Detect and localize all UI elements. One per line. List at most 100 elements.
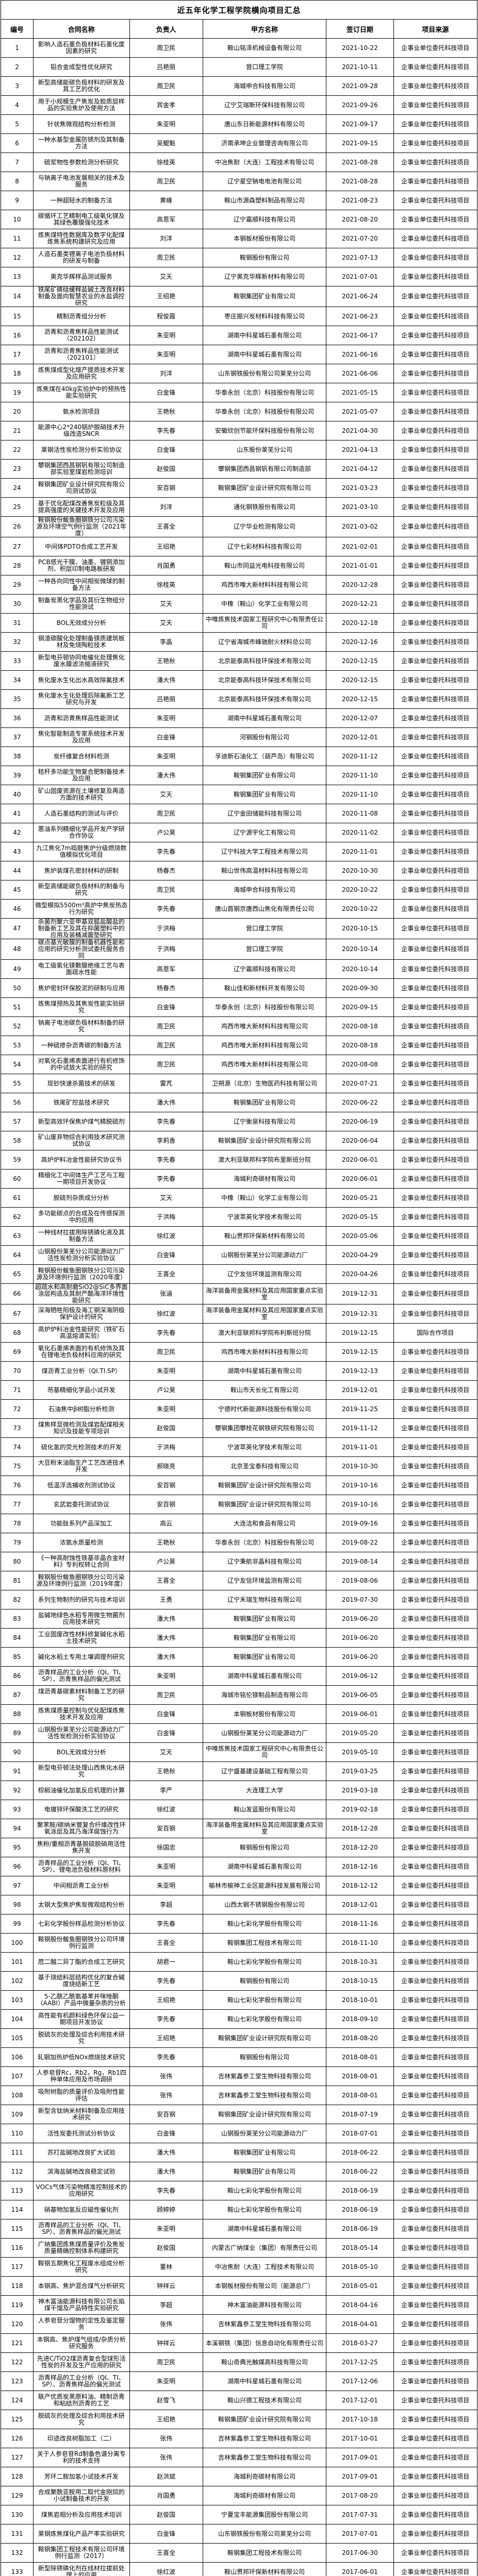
party-a-name: 中冶焦耐（大连）工程技术有限公司 [202, 2257, 327, 2277]
row-id: 54 [0, 1055, 34, 1074]
project-source: 企事业单位委托科技项目 [393, 421, 478, 440]
project-source: 企事业单位委托科技项目 [393, 556, 478, 575]
sign-date: 2019-06-20 [326, 1647, 394, 1667]
leader-name: 李先春 [129, 1914, 203, 1934]
contract-name: PCB感光干膜、油墨、镀铜添加剂、积层印制电路板研发 [33, 556, 130, 575]
party-a-name: 本钢板材股份有限公司（能源总厂） [202, 2276, 327, 2296]
table-row: 129 合成聚酰亚胺用二取代金刚烷的小试制备技术的开发 肖国勇 海城利奇碳材有限公司 2… [0, 2486, 478, 2505]
project-source: 企事业单位委托科技项目 [393, 1971, 478, 1991]
project-source: 企事业单位委托科技项目 [393, 899, 478, 919]
party-a-name: 海城市铭伦镁制品制造有限公司 [202, 1685, 327, 1705]
row-id: 65 [0, 1264, 34, 1284]
table-row: 76 低温浮选捕收剂测试协议 安百钢 鞍钢集团矿业设计研究院有限公司 2019-10-1… [0, 1476, 478, 1495]
row-id: 132 [0, 2543, 34, 2563]
party-a-name: 枣庄振兴炭材料科技有限公司 [202, 307, 327, 326]
contract-name: 人参皂苷Rc，Rb2，Rg，Rb1四种单体应用及市场调研 [33, 2066, 130, 2086]
sign-date: 2020-10-14 [326, 939, 394, 960]
row-id: 6 [0, 133, 34, 153]
sign-date: 2020-10-22 [326, 899, 394, 919]
sign-date: 2018-12-28 [326, 1819, 394, 1838]
project-source: 企事业单位委托科技项目 [393, 1169, 478, 1189]
table-row: 98 太钢大型焦炉焦炭微观结构分析 李超 山西太钢不锈钢股份有限公司 2018-12-0… [0, 1895, 478, 1914]
contract-name: 鞍钢集团工程技术有限公司环境例行监测（2017） [33, 2543, 130, 2563]
table-row: 102 基于烧结料层结构优化的复合碱度烧结新工艺 李先春 鞍钢股份有限公司 2018-1… [0, 1971, 478, 1991]
table-row: 9 一种超轻水的制备方法 黄峰 鞍山市源森塑料制品有限公司 2021-08-23 企事业单… [0, 191, 478, 210]
leader-name: 董林 [129, 2257, 203, 2277]
leader-name: 李先春 [129, 1323, 203, 1343]
contract-name: 太钢大型焦炉焦炭微观结构分析 [33, 1895, 130, 1914]
sign-date: 2018-06-19 [326, 2219, 394, 2239]
project-source: 企事业单位委托科技项目 [393, 1838, 478, 1857]
contract-name: 苏打盐碱地改良扩大试验 [33, 2143, 130, 2162]
party-a-name: 辽宁衡泉科技有限公司 [202, 1112, 327, 1131]
contract-name: 一种各向同性中间相炭微球的制备方法 [33, 575, 130, 595]
project-source: 企事业单位委托科技项目 [393, 1685, 478, 1705]
leader-name: 王绍艳 [129, 2028, 203, 2048]
sign-date: 2021-04-13 [326, 440, 394, 460]
table-row: 127 关于人参皂苷Rd制备色谱分离专利的技术支持 张伟 吉林紫鑫参工堂生物科技有限公… [0, 2448, 478, 2467]
project-source: 企事业单位委托科技项目 [393, 459, 478, 479]
row-id: 77 [0, 1495, 34, 1514]
table-row: 50 焦炉密封环保胶泥的研制与应用 杨春杰 鞍山佳和新材料开发有限公司 2020-09-… [0, 978, 478, 998]
sign-date: 2021-03-10 [326, 497, 394, 517]
project-source: 企事业单位委托科技项目 [393, 1131, 478, 1150]
party-a-name: 辽宁盛基建设基础工程有限公司 [202, 1761, 327, 1781]
row-id: 106 [0, 2047, 34, 2067]
sign-date: 2019-12-31 [326, 1283, 394, 1304]
row-id: 70 [0, 1361, 34, 1381]
party-a-name: 海城利奇碳材有限公司 [202, 1169, 327, 1189]
contract-name: 莱钢活性炭检测分析实验协议 [33, 440, 130, 460]
party-a-name: 鞍山七彩化学股份有限公司 [202, 1914, 327, 1934]
header-id: 编号 [0, 19, 34, 39]
table-row: 70 煤沥青工业分析（QI.TI.SP） 朱亚明 湖南中科星城石墨有限公司 2019-1… [0, 1361, 478, 1381]
sign-date: 2020-12-16 [326, 632, 394, 652]
table-row: 79 浓氨水质量检测 王艳秋 华泰永创（北京）科技股份有限公司 2019-08-22 企事… [0, 1533, 478, 1552]
leader-name: 王喜全 [129, 516, 203, 537]
leader-name: 朱亚明 [129, 1666, 203, 1686]
row-id: 12 [0, 248, 34, 267]
table-row: 16 沥青和沥青焦样品性能测试（202102） 朱亚明 湖南中科星城石墨有限公司 202… [0, 326, 478, 345]
contract-name: 山钢股份莱芜分公司能源动力厂活性炭检测分析实验协议 [33, 1723, 130, 1743]
contract-name: 炼焦煤成型化增产提质技术开发及应用研究 [33, 364, 130, 383]
row-id: 127 [0, 2448, 34, 2467]
sign-date: 2019-12-15 [326, 1323, 394, 1343]
leader-name: 李先春 [129, 2181, 203, 2200]
contract-name: 芳环二胺加氢小试技术开发 [33, 2467, 130, 2486]
project-source: 企事业单位委托科技项目 [393, 708, 478, 728]
project-source: 企事业单位委托科技项目 [393, 114, 478, 134]
row-id: 123 [0, 2371, 34, 2391]
party-a-name: 鞍钢集团矿业有限公司 [202, 2143, 327, 2162]
project-source: 企事业单位委托科技项目 [393, 1723, 478, 1743]
project-source: 企事业单位委托科技项目 [393, 651, 478, 671]
table-row: 29 一种各向同性中间相炭微球的制备方法 徐桂英 鸡西市唯大新材料科技有限公司 2020… [0, 575, 478, 595]
sign-date: 2020-05-06 [326, 1226, 394, 1246]
project-source: 企事业单位委托科技项目 [393, 1742, 478, 1762]
contract-name: 一种硫掺杂沥青碳的制备方法 [33, 1036, 130, 1055]
table-row: 132 鞍钢集团工程技术有限公司环境例行监测（2017） 王喜全 鞍钢集团工程技术有限… [0, 2543, 478, 2563]
table-row: 93 电镀锌环保酸洗工艺的研究 徐红波 鞍山发蓝股份有限公司 2019-02-18 企事业… [0, 1800, 478, 1819]
sign-date: 2021-06-17 [326, 326, 394, 345]
project-source: 企事业单位委托科技项目 [393, 2524, 478, 2544]
row-id: 100 [0, 1933, 34, 1953]
table-row: 19 炼焦煤在40kg实验炉中的预热性能实验研究 白金锋 华泰永创（北京）科技股份有限… [0, 383, 478, 402]
party-a-name: 攀钢集团攀枝花钢铁研究院有限公司 [202, 1418, 327, 1438]
project-source: 企事业单位委托科技项目 [393, 861, 478, 880]
party-a-name: 宁波萃英化学技术有限公司 [202, 1437, 327, 1457]
row-id: 105 [0, 2028, 34, 2048]
leader-name: 王喜全 [129, 1571, 203, 1590]
leader-name: 赵洪斌 [129, 2467, 203, 2486]
sign-date: 2018-10-15 [326, 1971, 394, 1991]
header-leader: 负责人 [129, 19, 203, 39]
party-a-name: 鞍钢集团矿业设计研究院有限公司 [202, 2105, 327, 2124]
row-id: 42 [0, 823, 34, 842]
party-a-name: 大连洁和食品有限公司 [202, 1514, 327, 1533]
table-row: 83 盐碱地绿色水稻专用微生物菌剂应用技术研究 潘大伟 鞍钢集团矿业有限公司 2019-… [0, 1609, 478, 1629]
contract-name: 先进C/TiO2煤沥青复合型球形活性炭的开发及生产应用的研究 [33, 2352, 130, 2372]
row-id: 92 [0, 1781, 34, 1800]
contract-name: 功能肽系列产品深加工 [33, 1514, 130, 1533]
sign-date: 2017-09-01 [326, 2467, 394, 2486]
leader-name: 潘大伟 [129, 2162, 203, 2181]
row-id: 9 [0, 191, 34, 210]
contract-name: 沥青样品的工业分析（QI、TI、SP）、沥青焦样品的偏光测试 [33, 1666, 130, 1686]
contract-name: 铁尾矿控盐技术研究 [33, 1093, 130, 1112]
